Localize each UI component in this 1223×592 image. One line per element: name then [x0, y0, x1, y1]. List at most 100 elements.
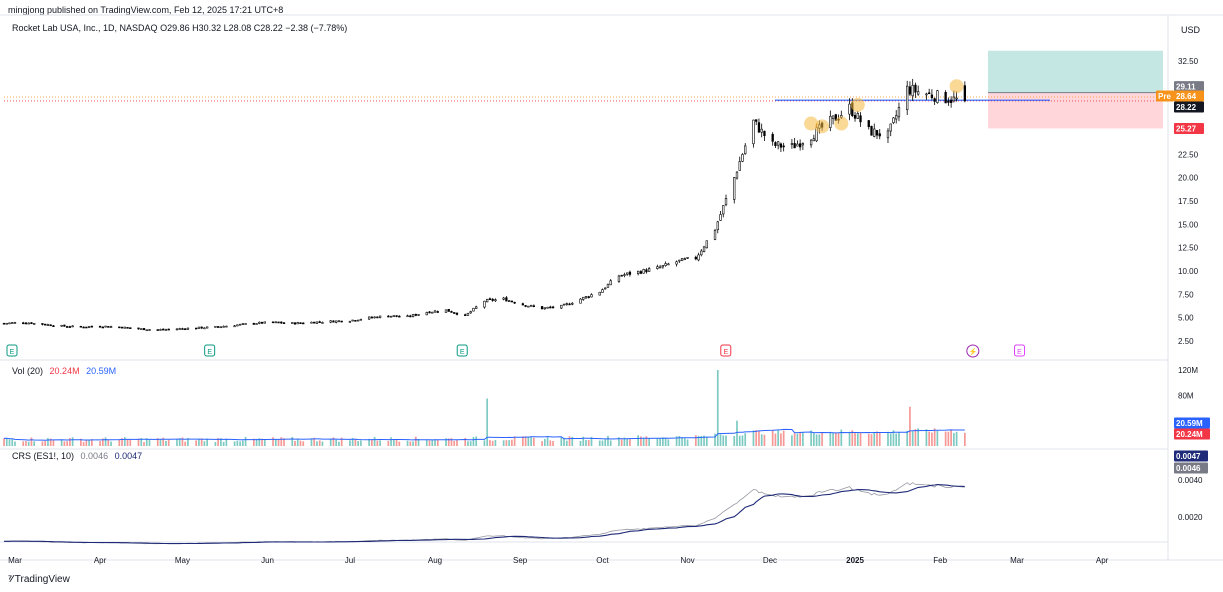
volume-bar [840, 429, 843, 446]
volume-bar [66, 441, 68, 446]
currency-label[interactable]: USD [1181, 25, 1201, 35]
candle-body [705, 240, 708, 249]
candle-body [367, 316, 371, 320]
candle-body [142, 328, 146, 331]
volume-value: 20.24M [49, 366, 80, 376]
dividend-split-icon [966, 344, 980, 358]
volume-bar [791, 435, 793, 446]
candle-body [27, 322, 30, 325]
volume-bar [917, 428, 920, 446]
candle-body [332, 320, 335, 323]
candle-body [955, 97, 958, 100]
ohlc-change: −2.38 (−7.78%) [285, 23, 348, 33]
pre-market-price-tag-text: 28.64 [1176, 92, 1197, 101]
tradingview-logo[interactable]: ⁷⁄ TradingView [8, 574, 70, 585]
candle-body [453, 312, 456, 314]
candle-body [755, 119, 758, 122]
volume-bar [277, 439, 280, 446]
candle-body [98, 326, 102, 328]
volume-bar [716, 370, 719, 446]
volume-bar [27, 441, 30, 446]
candle-body [925, 93, 928, 96]
candle-body [796, 143, 799, 147]
volume-bar [302, 441, 305, 446]
volume-bar [590, 436, 593, 446]
candle-body [587, 296, 590, 298]
candle-body [5, 322, 8, 325]
candle-body [378, 315, 382, 318]
volume-bar [810, 430, 812, 446]
volume-bar [714, 433, 716, 446]
volume-ma-tag-text: 20.59M [1176, 419, 1203, 428]
volume-bar [851, 430, 854, 446]
candle-body [356, 319, 360, 322]
last-price-tag [1174, 101, 1204, 113]
candle-body [848, 103, 851, 115]
volume-bar [694, 435, 697, 446]
volume-bar [33, 441, 36, 446]
volume-bar [203, 441, 206, 446]
volume-bar [950, 430, 952, 446]
candle-body [790, 143, 794, 145]
candle-body [697, 254, 700, 261]
volume-bar [220, 438, 222, 446]
volume-bar [796, 433, 799, 446]
volume-bar [41, 441, 44, 446]
volume-bar [398, 441, 401, 446]
candle-body [233, 325, 236, 328]
candle-body [658, 266, 662, 269]
highlight-circle [949, 79, 964, 94]
volume-bar [626, 438, 629, 446]
candle-body [129, 327, 132, 329]
crs-legend[interactable]: CRS (ES1!, 10) 0.0046 0.0047 [12, 451, 142, 461]
volume-bar [332, 437, 335, 446]
volume-bar [914, 429, 917, 446]
volume-bar [126, 438, 129, 446]
candle-body [733, 177, 736, 200]
volume-bar [467, 441, 469, 446]
volume-bar [700, 436, 703, 446]
candle-body [914, 84, 917, 93]
symbol-legend[interactable]: Rocket Lab USA, Inc., 1D, NASDAQ O29.86 … [12, 23, 347, 33]
volume-bar [395, 439, 398, 446]
volume-bar [502, 440, 505, 446]
volume-bar [530, 436, 532, 446]
volume-bar [928, 431, 931, 446]
candle-body [617, 275, 621, 282]
volume-bar [813, 433, 815, 446]
volume-bar [5, 438, 8, 446]
volume-title: Vol (20) [12, 366, 44, 376]
volume-bar [434, 439, 436, 446]
candle-body [812, 138, 816, 142]
volume-bar [244, 436, 247, 446]
candle-body [777, 141, 780, 146]
volume-bar [705, 437, 708, 446]
candle-body [252, 323, 255, 325]
crs-ma-line [4, 484, 965, 545]
candle-body [510, 300, 514, 303]
highlight-circle [850, 97, 865, 112]
crs-ma-value: 0.0047 [114, 451, 143, 461]
candle-body [713, 230, 717, 240]
volume-bar [255, 438, 258, 446]
volume-bar [143, 442, 145, 446]
volume-bar [585, 440, 587, 446]
candle-body [936, 90, 939, 103]
volume-bar [318, 440, 321, 446]
volume-bar [241, 440, 244, 446]
volume-ma-value: 20.59M [86, 366, 117, 376]
candle-body [373, 316, 376, 319]
candle-body [702, 246, 706, 252]
volume-bar [313, 437, 316, 446]
volume-bar [856, 433, 859, 446]
volume-bar [489, 440, 491, 446]
volume-bar [206, 438, 209, 446]
volume-legend[interactable]: Vol (20) 20.24M 20.59M [12, 366, 116, 376]
candle-body [568, 303, 571, 306]
long-position-tool[interactable] [988, 50, 1163, 129]
candle-body [222, 325, 225, 328]
volume-bar [178, 438, 181, 446]
volume-bar [719, 434, 722, 446]
candle-body [44, 323, 47, 326]
